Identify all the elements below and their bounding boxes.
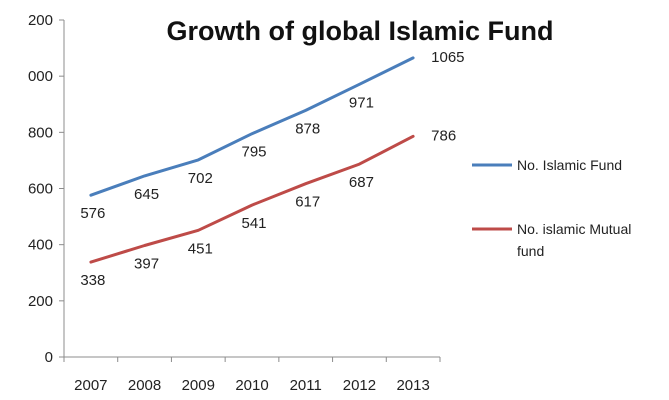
y-tick-labels: 0 200 400 600 800 000 200 [28, 12, 53, 366]
series-lines [89, 56, 415, 264]
x-tick-label: 2010 [235, 377, 268, 394]
data-label: 971 [349, 94, 374, 111]
data-label: 795 [241, 144, 266, 161]
x-tick-label: 2009 [182, 377, 215, 394]
data-label: 1065 [431, 49, 464, 66]
y-tick-label: 0 [45, 349, 53, 366]
data-label: 702 [188, 170, 213, 187]
x-tick-label: 2008 [128, 377, 161, 394]
chart-title: Growth of global Islamic Fund [166, 16, 553, 46]
x-tick-label: 2007 [74, 377, 107, 394]
legend-label: No. Islamic Fund [517, 157, 622, 173]
data-label: 397 [134, 256, 159, 273]
data-label: 645 [134, 186, 159, 203]
y-tick-label: 600 [28, 181, 53, 198]
data-label: 878 [295, 120, 320, 137]
data-label: 687 [349, 174, 374, 191]
data-label: 576 [80, 205, 105, 222]
data-label: 451 [188, 240, 213, 257]
y-tick-label: 200 [28, 12, 53, 29]
y-tick-label: 200 [28, 293, 53, 310]
x-tick-label: 2011 [290, 377, 322, 394]
data-label: 617 [295, 194, 320, 211]
legend: No. Islamic Fund No. islamic Mutual fund [472, 157, 631, 259]
x-tick-label: 2012 [343, 377, 376, 394]
y-tick-label: 800 [28, 124, 53, 141]
legend-label: No. islamic Mutual [517, 221, 631, 237]
y-tick-label: 000 [28, 68, 53, 85]
series-line-islamic-mutual-fund [89, 134, 415, 264]
y-tick-label: 400 [28, 237, 53, 254]
x-tick-labels: 2007 2008 2009 2010 2011 2012 2013 [74, 377, 430, 394]
x-tick-label: 2013 [396, 377, 429, 394]
data-label: 338 [80, 272, 105, 289]
series-line-islamic-fund [89, 56, 415, 197]
data-labels: 576 645 702 795 878 971 1065 338 397 451 541 617 687… [80, 49, 464, 289]
data-label: 786 [431, 127, 456, 144]
axes [59, 19, 441, 362]
data-label: 541 [241, 215, 266, 232]
legend-label: fund [517, 243, 544, 259]
